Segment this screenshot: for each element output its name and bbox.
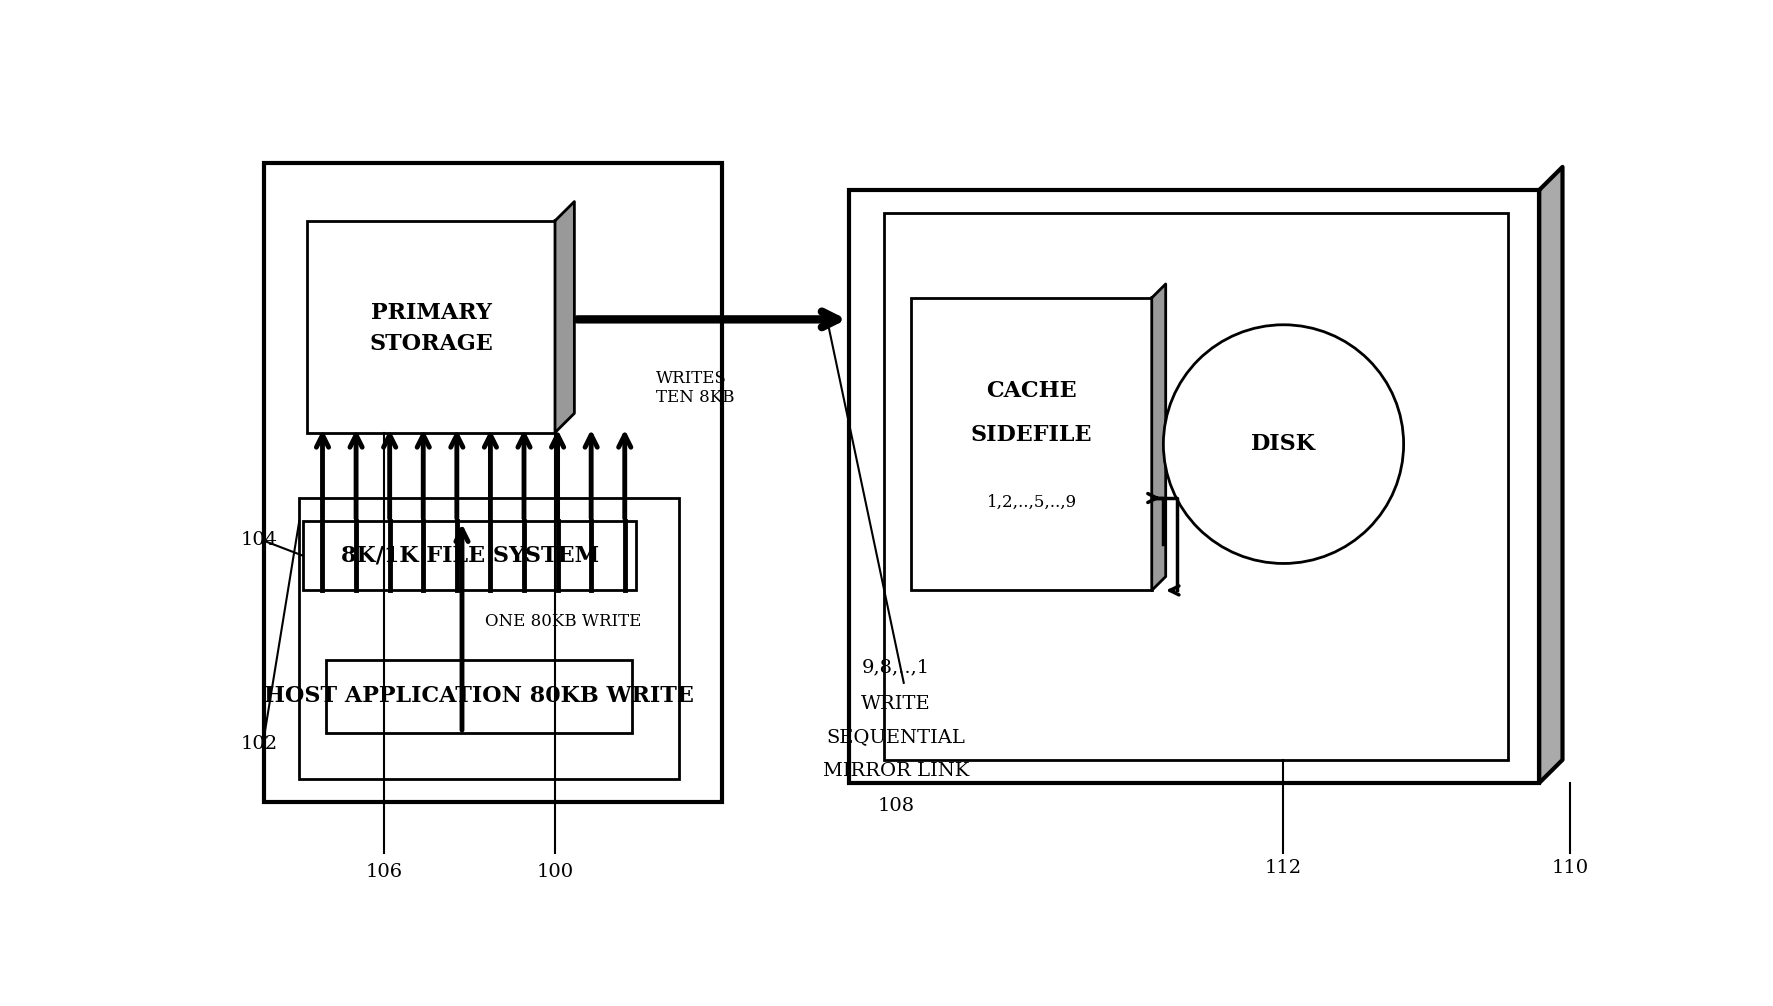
Text: CACHE: CACHE xyxy=(986,380,1076,402)
Text: ONE 80KB WRITE: ONE 80KB WRITE xyxy=(486,613,642,630)
Text: SIDEFILE: SIDEFILE xyxy=(970,425,1092,447)
Polygon shape xyxy=(1151,284,1165,591)
Bar xyxy=(303,521,637,591)
Text: 8K/1K FILE SYSTEM: 8K/1K FILE SYSTEM xyxy=(340,545,599,566)
Bar xyxy=(849,190,1539,783)
Text: 104: 104 xyxy=(241,531,278,549)
Text: MIRROR LINK: MIRROR LINK xyxy=(823,763,968,781)
Bar xyxy=(326,660,633,732)
Text: 108: 108 xyxy=(878,797,915,815)
Text: 1,2,..,5,..,9: 1,2,..,5,..,9 xyxy=(986,494,1076,511)
Text: 110: 110 xyxy=(1551,859,1589,877)
Text: 102: 102 xyxy=(241,735,278,753)
Polygon shape xyxy=(1539,167,1562,783)
Bar xyxy=(885,213,1507,760)
Text: TEN 8KB: TEN 8KB xyxy=(656,389,734,406)
Text: 9,8,..,1: 9,8,..,1 xyxy=(862,658,929,676)
Text: HOST APPLICATION 80KB WRITE: HOST APPLICATION 80KB WRITE xyxy=(264,685,693,707)
Bar xyxy=(300,498,679,779)
Text: 112: 112 xyxy=(1264,859,1301,877)
Bar xyxy=(911,298,1151,591)
Text: STORAGE: STORAGE xyxy=(369,333,493,355)
Text: DISK: DISK xyxy=(1250,434,1316,455)
Text: WRITE: WRITE xyxy=(860,695,931,713)
Circle shape xyxy=(1163,325,1402,563)
Text: PRIMARY: PRIMARY xyxy=(371,302,491,324)
Text: SEQUENTIAL: SEQUENTIAL xyxy=(826,727,965,745)
Text: 106: 106 xyxy=(365,863,402,881)
Bar xyxy=(264,163,722,802)
Bar xyxy=(307,221,555,433)
Text: WRITES: WRITES xyxy=(656,370,727,387)
Text: 100: 100 xyxy=(535,863,573,881)
Polygon shape xyxy=(555,201,574,433)
